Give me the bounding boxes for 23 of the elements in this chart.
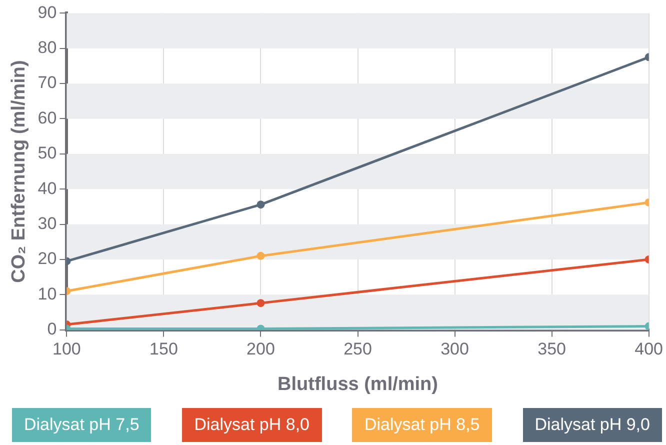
y-tick-label: 10 xyxy=(38,284,57,304)
y-tick-label: 80 xyxy=(38,38,57,58)
x-tick-label: 100 xyxy=(52,340,81,359)
x-tick-label: 200 xyxy=(246,340,275,359)
y-tick-label: 60 xyxy=(38,108,57,128)
y-tick-label: 50 xyxy=(38,144,57,163)
x-tick-label: 250 xyxy=(344,340,372,359)
text: Dialysat pH 8,0 xyxy=(182,408,322,442)
x-tick-label: 400 xyxy=(634,340,664,359)
y-tick-label: 40 xyxy=(38,178,57,198)
y-tick-label: 90 xyxy=(38,2,57,22)
x-axis-title: Blutfluss (ml/min) xyxy=(278,374,438,395)
y-tick-label: 0 xyxy=(47,319,57,338)
y-axis-title: CO₂ Entfernung (ml/min) xyxy=(8,60,30,283)
y-tick-label: 30 xyxy=(38,214,57,233)
y-tick-label: 20 xyxy=(38,249,57,268)
text: Dialysat pH 7,5 xyxy=(12,408,152,442)
x-tick-label: 300 xyxy=(440,340,469,359)
x-tick-label: 350 xyxy=(538,340,566,359)
text: Dialysat pH 9,0 xyxy=(522,408,662,442)
y-tick-label: 70 xyxy=(38,73,57,92)
text: Dialysat pH 8,5 xyxy=(352,408,492,442)
x-tick-label: 150 xyxy=(150,340,178,359)
